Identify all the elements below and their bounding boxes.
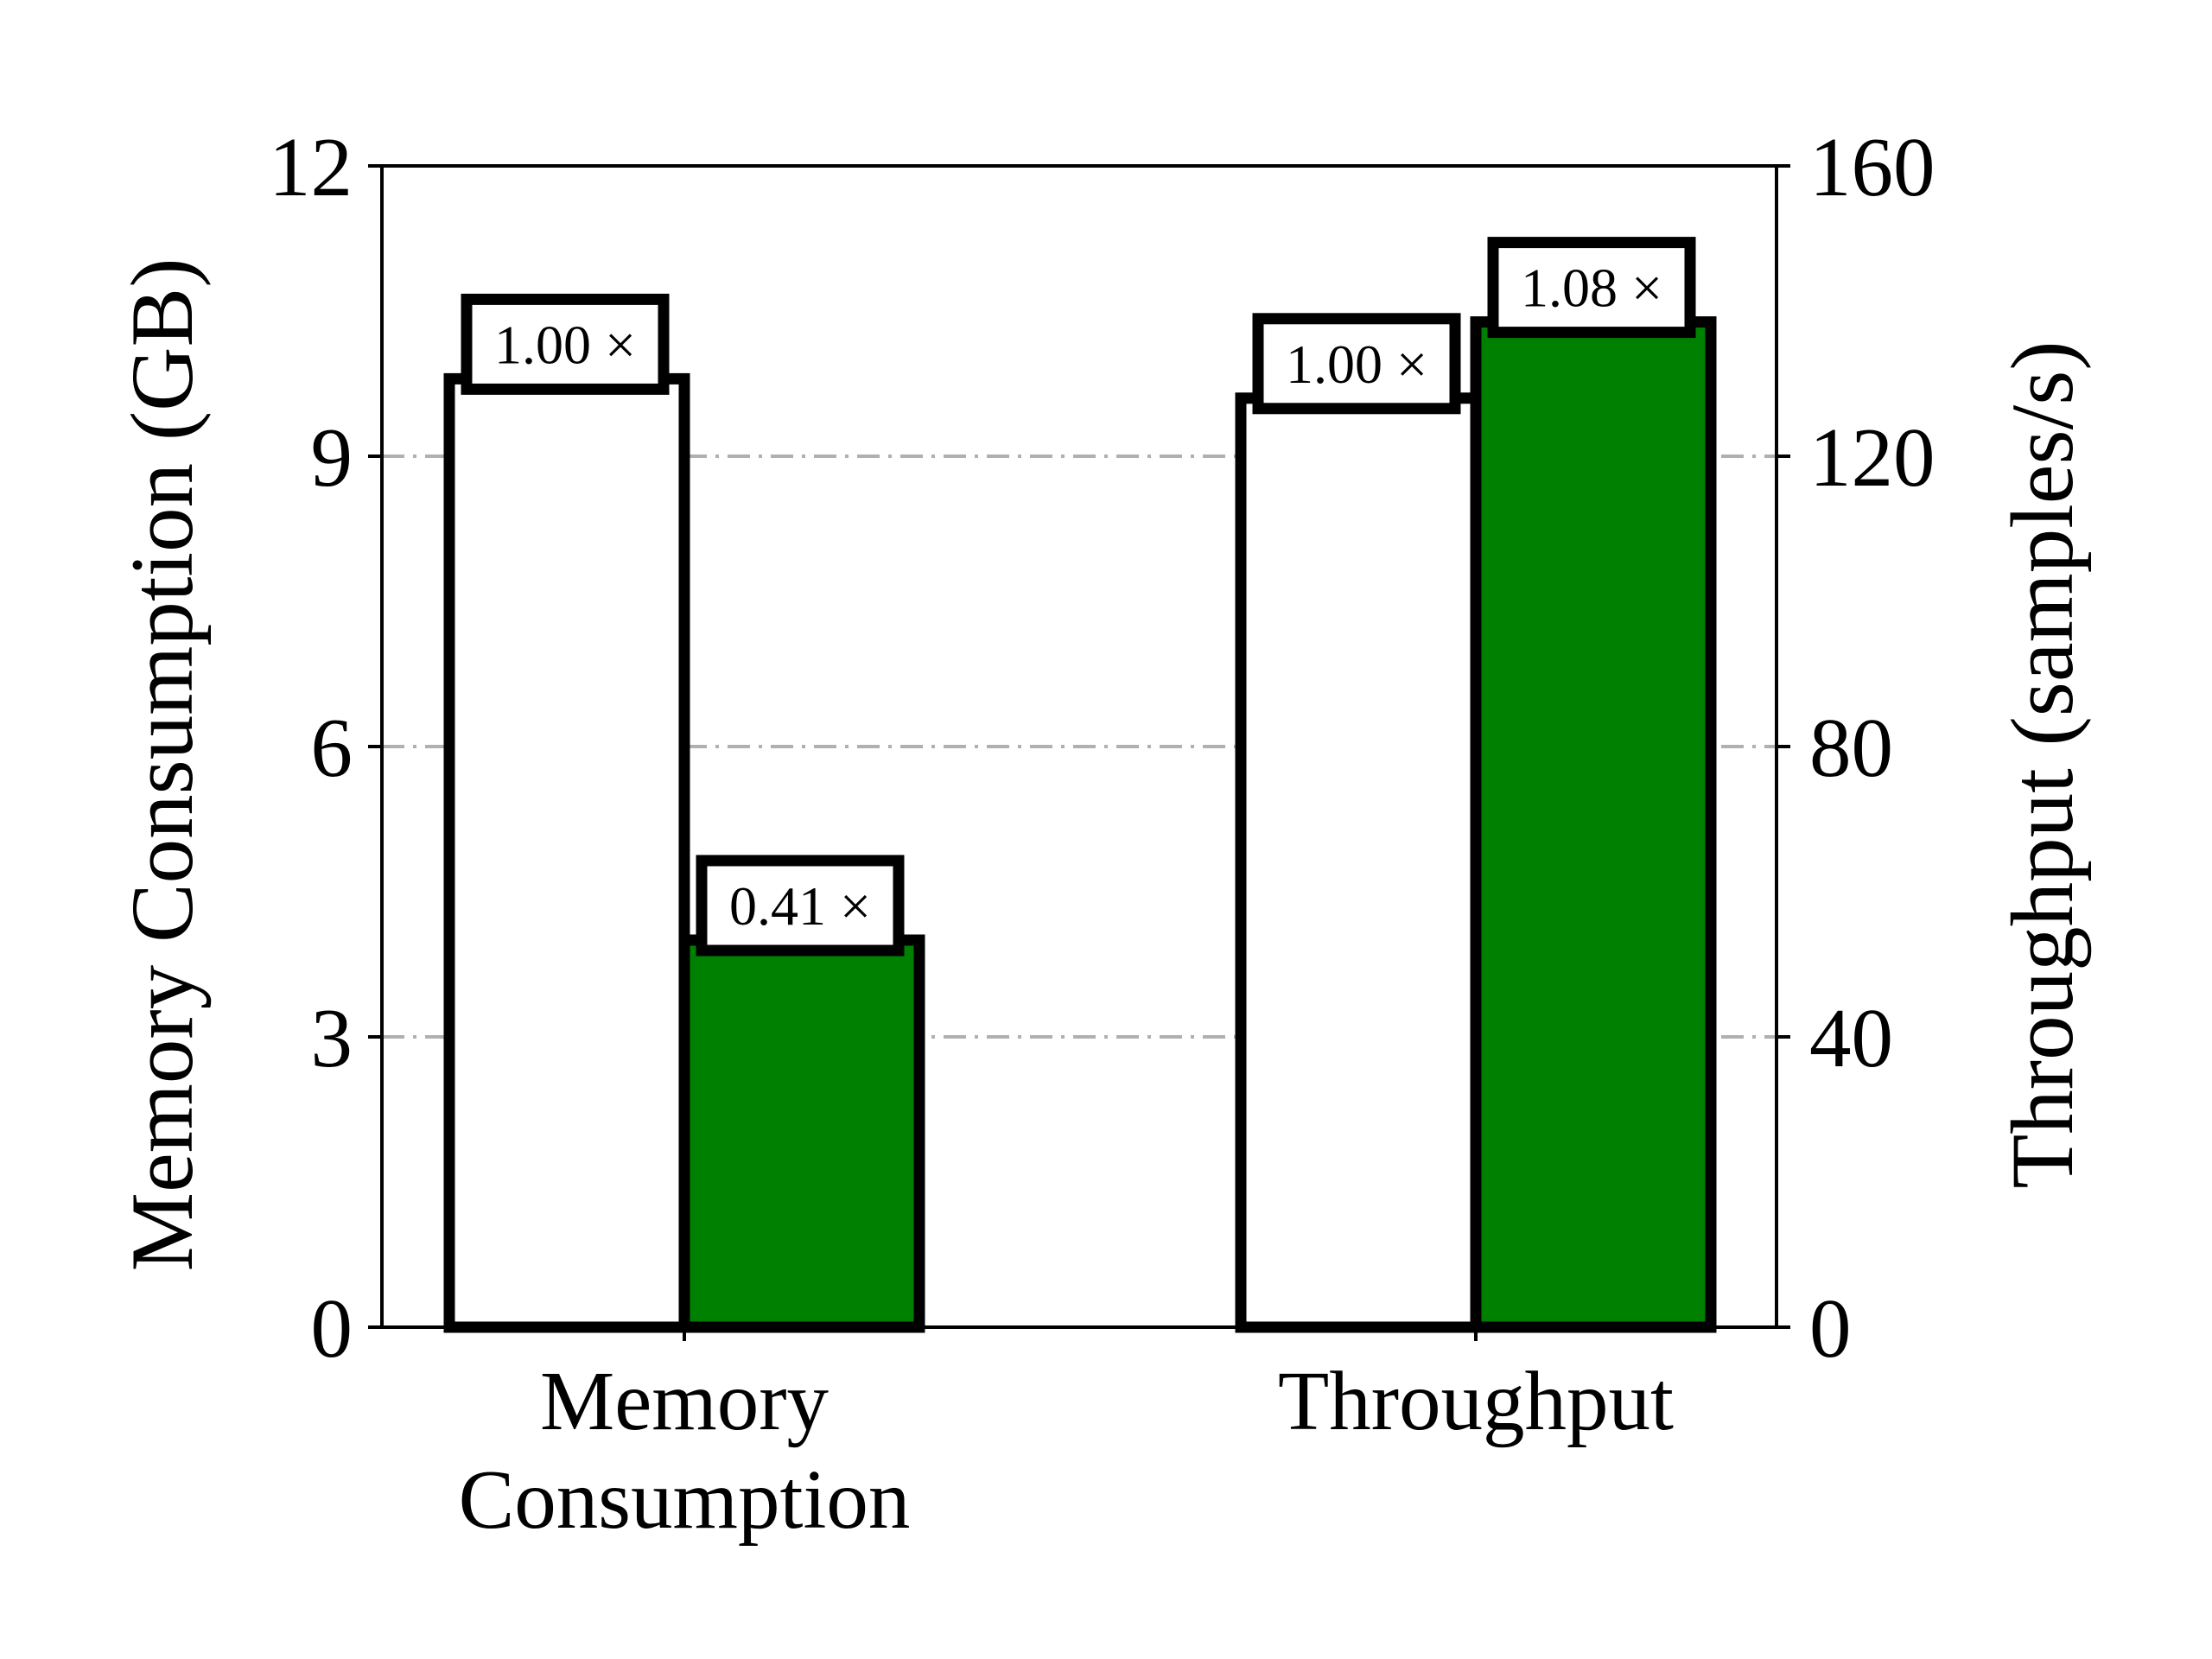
right-tick-label: 120 [1809,411,1936,504]
data-label: 0.41 × [729,875,871,937]
right-tick-label: 0 [1809,1282,1852,1375]
right-tick-label: 80 [1809,702,1893,794]
axes: 03691204080120160MemoryConsumptionThroug… [269,121,1936,1546]
left-axis-title: Memory Consumption (GB) [113,257,212,1271]
left-tick-label: 9 [311,411,353,504]
left-tick-label: 6 [311,702,353,794]
data-label-box [461,293,670,395]
data-label-box [1487,237,1696,339]
bar-baseline-0 [443,372,690,1333]
x-tick-label: Consumption [459,1453,911,1546]
right-axis-title: Throughput (samples/s) [1993,340,2092,1188]
x-tick-label: Throughput [1278,1355,1674,1447]
data-label: 1.00 × [494,314,636,375]
bars [443,316,1717,1333]
left-tick-label: 12 [269,121,353,213]
bar-baseline-2 [1235,392,1482,1333]
data-label: 1.08 × [1521,257,1662,319]
right-tick-label: 40 [1809,992,1893,1084]
data-label: 1.00 × [1286,334,1427,395]
bar-optimized-3 [1470,316,1717,1333]
left-tick-label: 3 [311,992,353,1084]
right-tick-label: 160 [1809,121,1936,213]
data-labels: 1.00 × 0.41 × 1.00 × 1.08 × [461,237,1696,957]
x-tick-label: Memory [540,1355,830,1447]
data-label-box [696,855,905,957]
data-label-box [1252,313,1461,415]
bar-optimized-1 [678,934,925,1333]
left-tick-label: 0 [311,1282,353,1375]
